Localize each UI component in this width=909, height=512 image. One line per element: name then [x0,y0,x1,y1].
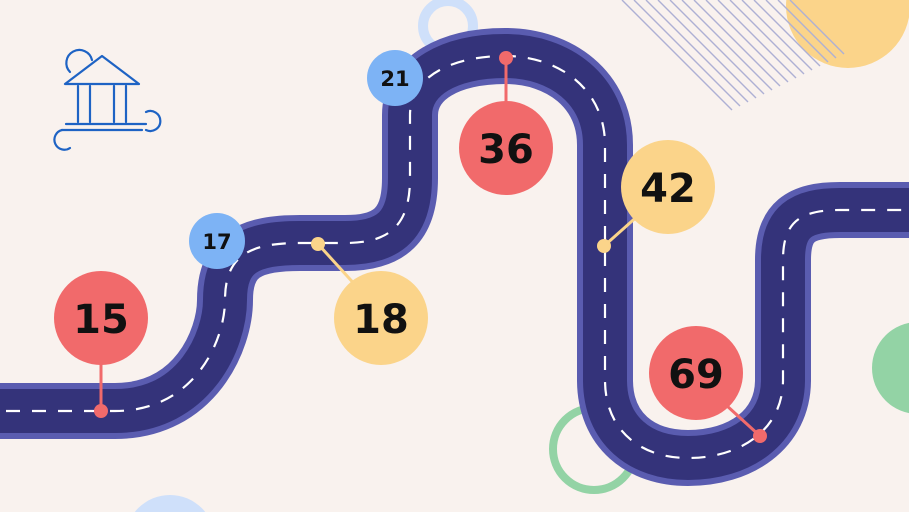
milestone-15-label: 15 [73,297,129,343]
milestone-69: 69 [649,326,767,443]
deco-circle-bottom [125,495,215,512]
milestone-21-label: 21 [380,67,409,91]
milestone-18-label: 18 [353,297,409,343]
milestone-36-pin [499,51,513,65]
deco-circle-right [872,322,909,414]
milestone-42-pin [597,239,611,253]
milestone-15-pin [94,404,108,418]
milestone-17-label: 17 [202,230,231,254]
milestone-21: 21 [367,50,423,106]
milestone-36-label: 36 [478,127,534,173]
milestone-18-pin [311,237,325,251]
milestone-69-label: 69 [668,352,724,398]
milestone-42-label: 42 [640,166,696,212]
road-surface [0,56,909,458]
milestone-69-pin [753,429,767,443]
deco-circle-top-right [786,0,909,68]
milestone-17: 17 [189,213,245,269]
bank-icon [54,50,160,150]
road [0,56,909,458]
